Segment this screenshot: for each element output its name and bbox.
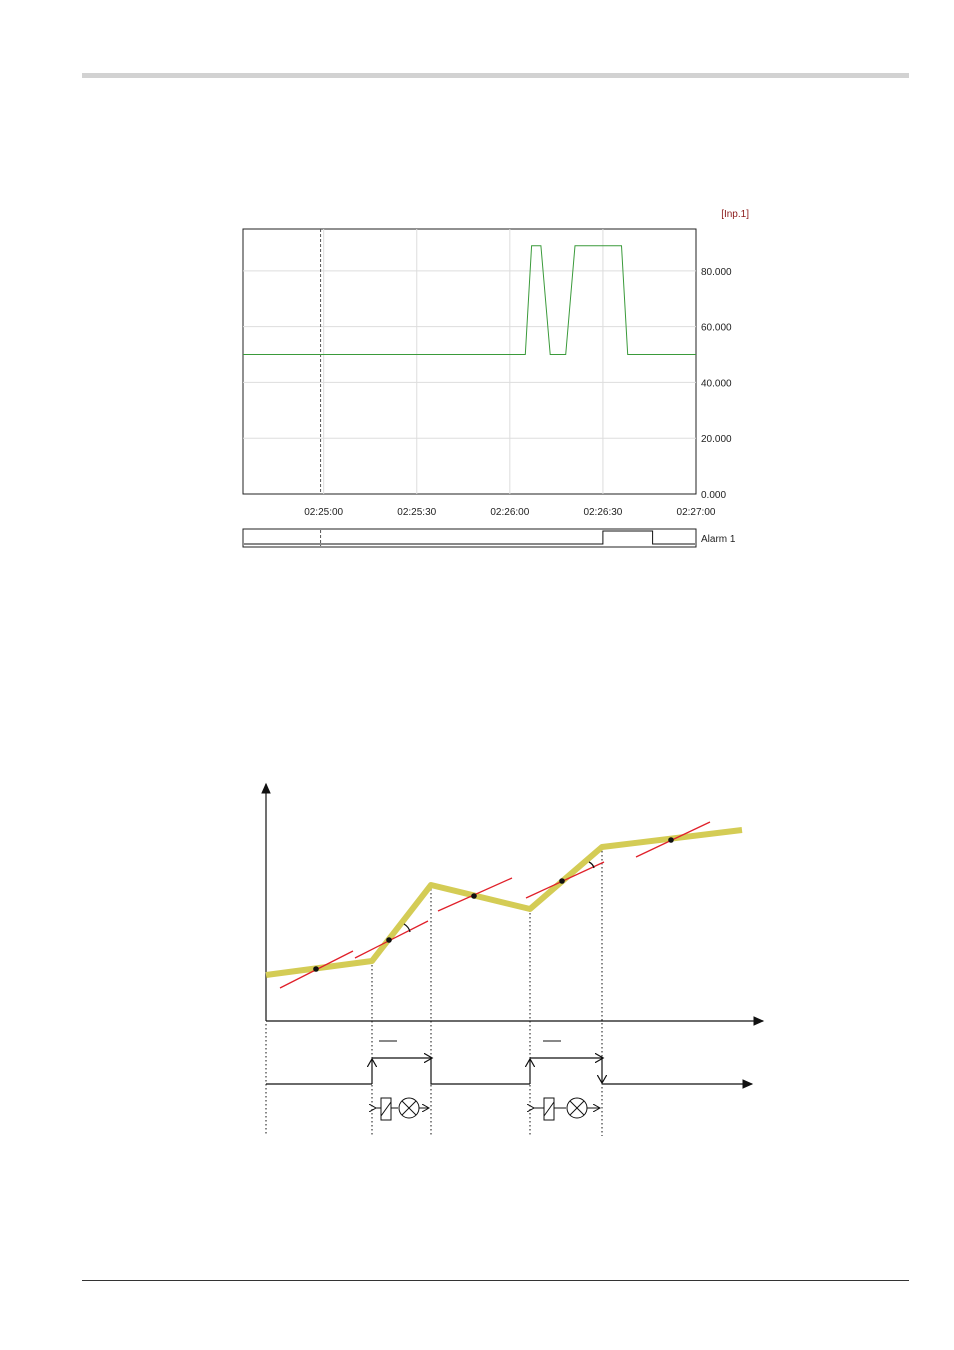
x-tick-labels: 02:25:00 02:25:30 02:26:00 02:26:30 02:27:00 [304,507,716,518]
tangent-points [313,837,674,972]
angle-arc-1 [403,923,411,933]
page-header-rule [82,73,909,78]
y-tick-label: 60.000 [701,323,732,334]
angle-arc-2 [588,861,595,869]
plot-frame [242,228,697,495]
y-tick-label: 20.000 [701,434,732,445]
grid-lines [243,229,696,494]
y-tick-label: 0.000 [701,490,726,501]
x-tick-label: 02:25:00 [304,507,343,518]
relay-lamp-2 [533,1097,599,1121]
unit-label: [Inp.1] [721,209,749,220]
y-tick-label: 40.000 [701,378,732,389]
relay-lamp-1 [375,1097,428,1121]
y-tick-labels: 0.000 20.000 40.000 60.000 80.000 [701,267,732,501]
alarm-track-frame [242,528,697,548]
y-tick-label: 80.000 [701,267,732,278]
trend-chart: [Inp.1] 02:25:00 02:25:30 02:26:00 02:26:30… [242,209,749,548]
output-signal [266,1058,754,1089]
dotted-guides [265,847,603,1136]
x-tick-label: 02:27:00 [677,507,716,518]
alarm-label: Alarm 1 [701,534,736,545]
alarm-signal-line [244,530,695,545]
page-footer-rule [82,1280,909,1281]
x-tick-label: 02:25:30 [397,507,436,518]
series-line-inp1 [243,245,696,355]
x-tick-label: 02:26:30 [583,507,622,518]
x-tick-label: 02:26:00 [490,507,529,518]
signal-curve [265,827,743,978]
